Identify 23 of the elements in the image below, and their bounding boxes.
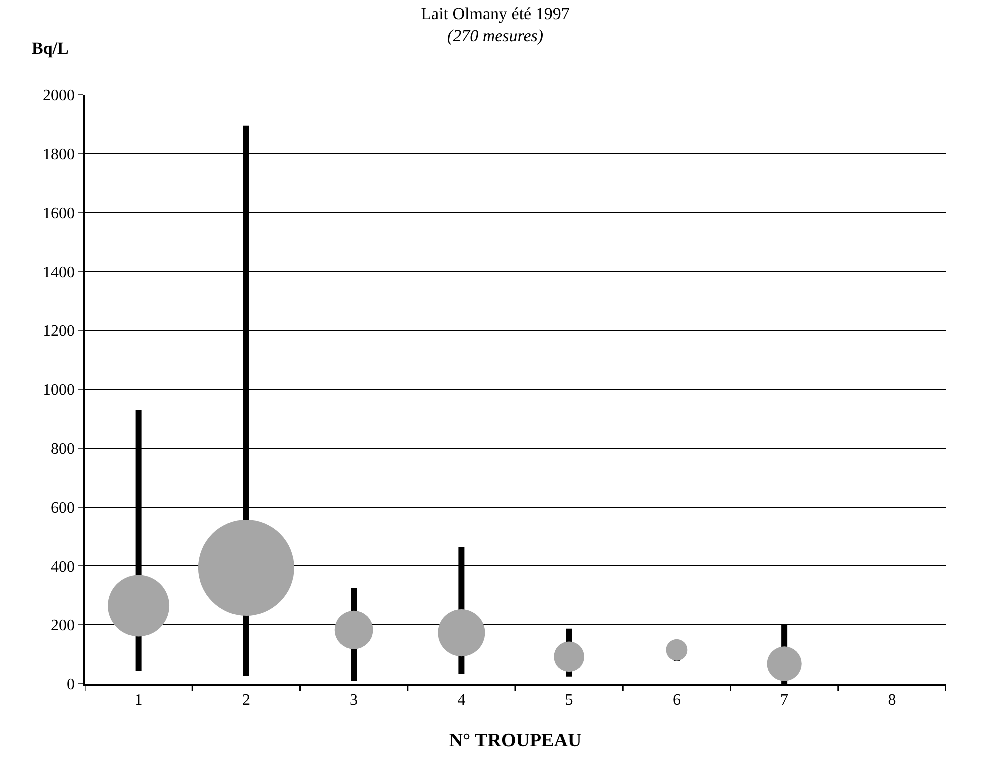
y-tick-label: 1400 — [43, 264, 76, 282]
y-tick-label: 400 — [51, 558, 76, 576]
x-tick-label: 4 — [458, 692, 466, 709]
chart-title: Lait Olmany été 1997 — [421, 4, 570, 24]
x-tick-label: 5 — [565, 692, 574, 709]
x-tick-label: 6 — [672, 692, 681, 709]
x-tick-label: 7 — [780, 692, 789, 709]
x-tick-label: 3 — [350, 692, 358, 709]
y-tick-label: 0 — [67, 676, 76, 694]
x-axis-title: N° TROUPEAU — [449, 730, 582, 752]
y-tick-label: 1200 — [43, 323, 76, 340]
x-tick-label: 8 — [888, 692, 896, 709]
chart-subtitle: (270 mesures) — [447, 26, 544, 46]
y-tick-label: 1800 — [43, 146, 76, 164]
y-tick-label: 600 — [51, 500, 76, 517]
y-tick-label: 1600 — [43, 205, 76, 222]
y-tick-label: 200 — [51, 618, 76, 635]
x-tick-label: 1 — [134, 692, 143, 709]
y-tick-label: 800 — [51, 441, 76, 458]
x-tick-label: 2 — [242, 692, 250, 709]
y-tick-label: 2000 — [43, 88, 76, 105]
y-axis-title: Bq/L — [32, 39, 69, 58]
y-tick-label: 1000 — [43, 382, 76, 400]
